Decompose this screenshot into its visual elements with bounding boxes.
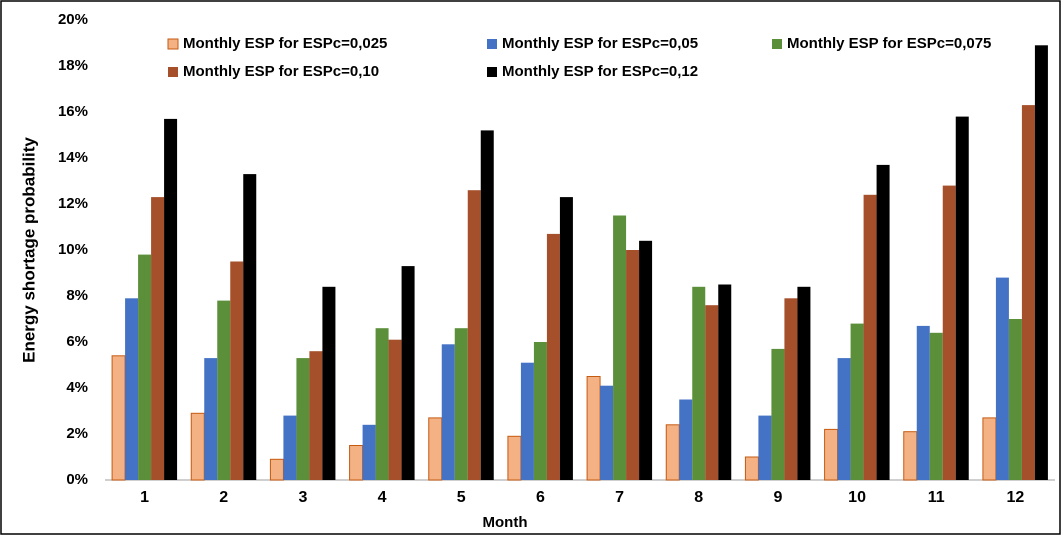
y-tick-label: 4% — [66, 379, 88, 396]
x-tick-label: 5 — [457, 489, 466, 506]
bar — [613, 215, 627, 480]
x-axis-title: Month — [483, 514, 528, 531]
y-tick-label: 0% — [66, 471, 88, 488]
x-tick-label: 2 — [219, 489, 228, 506]
y-tick-label: 2% — [66, 425, 88, 442]
bar — [164, 118, 178, 481]
bar — [269, 458, 284, 481]
bar — [758, 415, 772, 480]
bar — [771, 348, 785, 480]
bar — [190, 412, 205, 481]
bar — [850, 323, 864, 480]
bar — [428, 417, 443, 481]
legend-swatch — [487, 39, 497, 49]
x-tick-label: 11 — [928, 489, 945, 506]
x-tick-label: 10 — [848, 489, 866, 506]
x-tick-label: 8 — [694, 489, 703, 506]
bar — [784, 298, 798, 480]
bar — [322, 286, 336, 480]
x-tick-label: 9 — [773, 489, 782, 506]
y-axis-title: Energy shortage probability — [19, 137, 38, 363]
bar — [916, 325, 930, 480]
bar — [929, 332, 943, 480]
bar — [824, 428, 839, 481]
bar — [600, 385, 614, 480]
legend-label: Monthly ESP for ESPc=0,075 — [787, 35, 991, 52]
bar — [863, 194, 877, 481]
bar — [296, 358, 310, 480]
bar — [639, 240, 653, 480]
bar — [125, 298, 139, 480]
bar — [309, 351, 323, 480]
bar — [388, 339, 402, 480]
bar — [692, 286, 706, 480]
legend-label: Monthly ESP for ESPc=0,12 — [502, 63, 698, 80]
y-tick-label: 16% — [58, 103, 88, 120]
x-tick-label: 3 — [298, 489, 307, 506]
bar — [559, 197, 573, 480]
bar — [283, 415, 297, 480]
legend-swatch — [487, 67, 497, 77]
x-tick-label: 12 — [1007, 489, 1025, 506]
bar — [230, 261, 244, 480]
bar — [362, 424, 376, 480]
y-tick-label: 14% — [58, 149, 88, 166]
y-tick-label: 8% — [66, 287, 88, 304]
bar — [626, 250, 640, 480]
bar — [217, 300, 231, 480]
bar — [204, 358, 218, 480]
bar — [955, 116, 969, 480]
bar — [903, 431, 918, 481]
x-tick-label: 1 — [140, 489, 149, 506]
x-tick-label: 6 — [536, 489, 545, 506]
bar — [1008, 319, 1022, 480]
legend-label: Monthly ESP for ESPc=0,025 — [183, 35, 387, 52]
bar — [441, 344, 455, 480]
x-tick-label: 4 — [378, 489, 387, 506]
bar — [401, 266, 415, 480]
bar — [454, 328, 468, 480]
legend-swatch — [772, 39, 782, 49]
bar — [995, 277, 1009, 480]
x-tick-label: 7 — [615, 489, 624, 506]
bar — [546, 233, 560, 480]
legend-label: Monthly ESP for ESPc=0,05 — [502, 35, 698, 52]
bar — [797, 286, 811, 480]
bar — [467, 190, 481, 480]
y-tick-label: 10% — [58, 241, 88, 258]
bar — [982, 417, 997, 481]
bar — [480, 130, 494, 480]
bar — [665, 424, 680, 481]
bar — [705, 305, 719, 480]
bar — [837, 358, 851, 480]
bar — [942, 185, 956, 480]
y-tick-label: 20% — [58, 11, 88, 28]
bar — [744, 456, 759, 481]
bar — [151, 197, 165, 480]
y-tick-label: 6% — [66, 333, 88, 350]
bar — [1021, 105, 1035, 480]
bar — [520, 362, 534, 480]
legend-swatch — [168, 67, 178, 77]
bar — [375, 328, 389, 480]
legend-swatch — [167, 38, 179, 50]
bar — [679, 399, 693, 480]
bar — [507, 435, 522, 481]
bar — [243, 174, 257, 480]
bar — [876, 164, 890, 480]
y-tick-label: 12% — [58, 195, 88, 212]
bar — [349, 445, 364, 481]
bar — [718, 284, 732, 480]
bar — [111, 355, 126, 481]
legend-label: Monthly ESP for ESPc=0,10 — [183, 63, 379, 80]
y-tick-label: 18% — [58, 57, 88, 74]
bar — [586, 376, 601, 481]
bar — [533, 342, 547, 480]
bar — [1034, 45, 1048, 481]
bar — [138, 254, 152, 480]
